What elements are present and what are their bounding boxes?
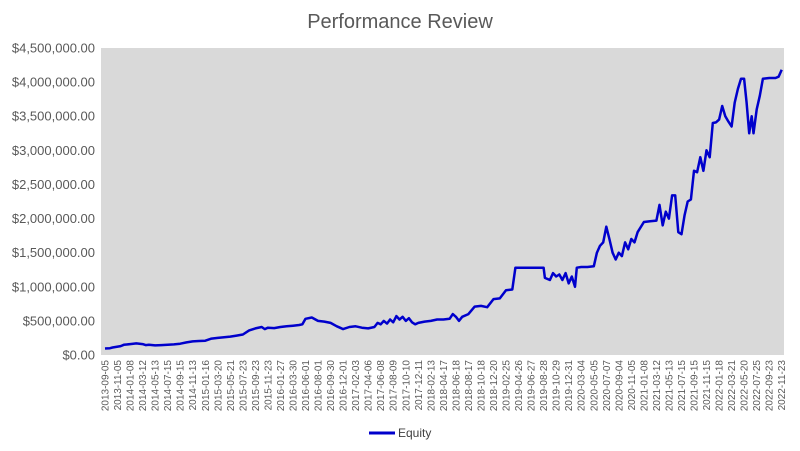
x-tick-label: 2019-12-31 (564, 360, 575, 412)
x-tick-label: 2017-08-09 (389, 360, 400, 412)
x-tick-label: 2020-03-04 (577, 360, 588, 412)
x-tick-label: 2018-06-18 (451, 360, 462, 412)
x-tick-label: 2019-02-25 (502, 360, 513, 412)
x-tick-label: 2016-03-30 (288, 360, 299, 412)
x-tick-label: 2015-01-16 (201, 360, 212, 412)
x-tick-label: 2013-09-05 (101, 360, 112, 412)
x-tick-label: 2016-06-01 (301, 360, 312, 412)
x-tick-label: 2014-03-12 (138, 360, 149, 412)
x-tick-label: 2019-04-26 (514, 360, 525, 412)
x-tick-label: 2021-03-12 (652, 360, 663, 412)
x-tick-label: 2020-11-05 (627, 360, 638, 411)
y-tick-label: $4,500,000.00 (12, 41, 95, 56)
x-tick-label: 2015-11-23 (263, 360, 274, 411)
y-axis: $0.00 $500,000.00 $1,000,000.00 $1,500,000.… (12, 41, 95, 363)
x-axis: 2013-09-05 2013-11-05 2014-01-08 2014-03-12… (101, 360, 789, 412)
y-tick-label: $3,500,000.00 (12, 109, 95, 124)
x-tick-label: 2017-04-06 (364, 360, 375, 412)
x-tick-label: 2021-01-08 (639, 360, 650, 412)
x-tick-label: 2016-01-27 (276, 360, 287, 412)
x-tick-label: 2014-09-15 (176, 360, 187, 412)
x-tick-label: 2020-07-07 (602, 360, 613, 412)
x-tick-label: 2018-04-17 (439, 360, 450, 412)
x-tick-label: 2018-12-20 (489, 360, 500, 412)
y-tick-label: $2,500,000.00 (12, 177, 95, 192)
y-tick-label: $500,000.00 (23, 313, 95, 328)
x-tick-label: 2022-11-23 (777, 360, 788, 411)
chart-title: Performance Review (307, 11, 493, 33)
x-tick-label: 2021-07-15 (677, 360, 688, 412)
x-tick-label: 2021-11-15 (702, 360, 713, 411)
x-tick-label: 2014-07-15 (163, 360, 174, 412)
y-tick-label: $0.00 (62, 348, 95, 363)
x-tick-label: 2022-09-23 (765, 360, 776, 412)
x-tick-label: 2017-10-10 (401, 360, 412, 412)
x-tick-label: 2019-08-28 (539, 360, 550, 412)
x-tick-label: 2017-12-11 (414, 360, 425, 411)
x-tick-label: 2014-01-08 (126, 360, 137, 412)
x-tick-label: 2022-07-25 (752, 360, 763, 412)
x-tick-label: 2014-05-13 (151, 360, 162, 412)
x-tick-label: 2018-02-13 (426, 360, 437, 412)
y-tick-label: $3,000,000.00 (12, 143, 95, 158)
x-tick-label: 2022-01-18 (715, 360, 726, 412)
plot-area (101, 48, 784, 355)
x-tick-label: 2013-11-05 (113, 360, 124, 411)
x-tick-label: 2018-10-18 (476, 360, 487, 412)
x-tick-label: 2020-09-04 (614, 360, 625, 412)
x-tick-label: 2016-08-01 (314, 360, 325, 412)
x-tick-label: 2015-09-23 (251, 360, 262, 412)
x-tick-label: 2017-06-08 (376, 360, 387, 412)
x-tick-label: 2021-05-13 (664, 360, 675, 412)
x-tick-label: 2019-06-27 (527, 360, 538, 412)
x-tick-label: 2017-02-03 (351, 360, 362, 412)
x-tick-label: 2021-09-15 (690, 360, 701, 412)
x-tick-label: 2015-05-21 (226, 360, 237, 412)
y-tick-label: $2,000,000.00 (12, 211, 95, 226)
y-tick-label: $1,000,000.00 (12, 279, 95, 294)
series-line-equity (104, 69, 783, 350)
x-tick-label: 2014-11-13 (188, 360, 199, 411)
x-tick-label: 2016-09-30 (326, 360, 337, 412)
x-tick-label: 2015-07-23 (238, 360, 249, 412)
legend-label-equity: Equity (398, 426, 431, 440)
x-tick-label: 2022-03-21 (727, 360, 738, 412)
x-tick-label: 2018-08-17 (464, 360, 475, 412)
y-tick-label: $4,000,000.00 (12, 75, 95, 90)
x-tick-label: 2015-03-20 (213, 360, 224, 412)
y-tick-label: $1,500,000.00 (12, 245, 95, 260)
x-tick-label: 2020-05-05 (589, 360, 600, 412)
series-layer (104, 69, 783, 350)
legend: Equity (369, 426, 431, 440)
x-tick-label: 2019-10-29 (552, 360, 563, 412)
x-tick-label: 2022-05-20 (740, 360, 751, 412)
x-tick-label: 2016-12-01 (339, 360, 350, 412)
